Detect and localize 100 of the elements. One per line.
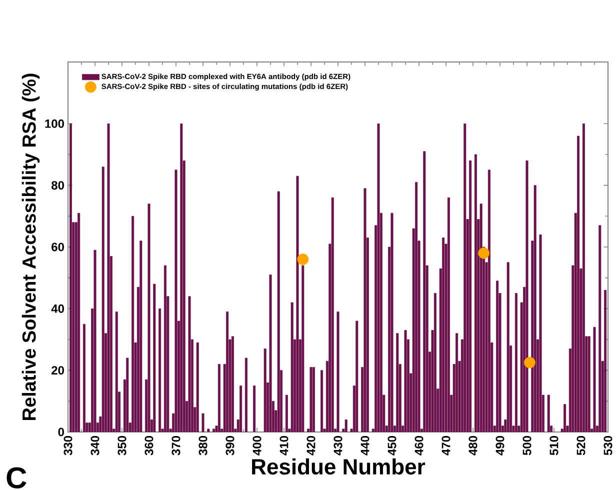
x-tick-label: 340 — [90, 436, 100, 456]
point — [524, 356, 536, 368]
bar — [290, 302, 294, 432]
bar — [264, 348, 266, 432]
bar — [107, 124, 110, 432]
bar — [415, 182, 418, 432]
bar — [240, 386, 242, 432]
bar — [396, 333, 399, 432]
x-tick-label: 350 — [118, 436, 126, 456]
bar — [158, 308, 162, 432]
bar — [604, 290, 607, 432]
bar — [82, 324, 86, 432]
bar — [434, 293, 436, 432]
bar — [331, 198, 334, 432]
bar — [423, 151, 426, 432]
bar — [78, 212, 80, 432]
bar — [364, 188, 366, 432]
x-tick-label: 400 — [252, 436, 262, 456]
x-tick-label: 440 — [360, 436, 370, 456]
bar — [102, 166, 104, 432]
bar — [226, 312, 229, 432]
x-tick-label: 430 — [334, 436, 342, 456]
bar — [593, 327, 596, 432]
x-tick-label: 520 — [576, 436, 586, 456]
bar — [140, 240, 142, 432]
bar — [577, 136, 580, 432]
x-tick-label: 390 — [226, 436, 234, 456]
bar — [488, 170, 490, 432]
bar — [474, 154, 477, 432]
y-tick-label: 80 — [52, 181, 64, 190]
x-tick-label: 460 — [414, 436, 424, 456]
bar — [285, 394, 288, 432]
bar — [356, 320, 358, 432]
y-tick-label: 40 — [51, 304, 64, 313]
bar — [377, 124, 380, 432]
bar — [302, 265, 304, 432]
x-tick-label: 420 — [306, 436, 316, 456]
bar — [115, 312, 118, 432]
bar — [310, 367, 312, 432]
bar — [506, 262, 510, 432]
bar — [296, 176, 299, 432]
bar — [253, 386, 256, 432]
bar — [526, 160, 528, 432]
bar — [153, 284, 156, 432]
bar — [148, 204, 150, 432]
bar — [188, 296, 191, 432]
bar — [269, 274, 272, 432]
x-tick-label: 410 — [280, 436, 288, 456]
point — [297, 254, 309, 266]
x-tick-label: 490 — [496, 436, 504, 456]
bar — [390, 212, 394, 432]
bar — [464, 124, 466, 432]
bar — [164, 265, 166, 432]
y-axis-title: Relative Solvent Accessibility RSA (%) — [22, 74, 40, 420]
bar — [344, 420, 348, 432]
x-tick-label: 330 — [64, 436, 72, 456]
bar — [312, 367, 315, 432]
text: C — [6, 467, 26, 488]
bar — [277, 191, 280, 432]
x-tick-label: 450 — [388, 436, 396, 456]
x-tick-label: 380 — [198, 436, 208, 456]
x-tick-label: 500 — [522, 436, 532, 456]
bar — [336, 312, 340, 432]
bar — [480, 204, 482, 432]
x-axis-title: Residue Number — [252, 458, 426, 475]
y-tick-label: 100 — [45, 119, 64, 128]
bar — [514, 293, 518, 432]
bar — [244, 358, 248, 432]
bar — [180, 124, 183, 432]
bar — [582, 124, 585, 432]
x-tick-label: 530 — [604, 436, 612, 456]
bar — [202, 413, 204, 432]
x-tick-label: 480 — [468, 436, 478, 456]
bar — [69, 124, 72, 432]
bar — [588, 336, 590, 432]
y-tick-label: 60 — [52, 242, 64, 252]
bar — [564, 404, 566, 432]
bar — [496, 280, 499, 432]
bar — [320, 370, 324, 432]
bar — [469, 160, 472, 432]
bar — [456, 333, 458, 432]
bar — [447, 198, 450, 432]
x-tick-label: 510 — [550, 436, 558, 456]
point — [478, 247, 490, 259]
bar — [442, 238, 445, 432]
bar — [126, 358, 129, 432]
y-tick-label: 0 — [58, 428, 64, 436]
bar — [404, 330, 407, 432]
bar — [231, 336, 234, 432]
bar — [174, 170, 178, 432]
y-tick-label: 20 — [52, 366, 64, 375]
bar — [547, 394, 550, 432]
bar — [218, 364, 220, 432]
bar — [207, 428, 210, 432]
bar — [196, 342, 199, 432]
bar — [539, 234, 542, 432]
bar — [534, 185, 536, 432]
bar — [94, 250, 96, 432]
x-tick-label: 360 — [144, 436, 154, 456]
bar — [598, 225, 602, 432]
